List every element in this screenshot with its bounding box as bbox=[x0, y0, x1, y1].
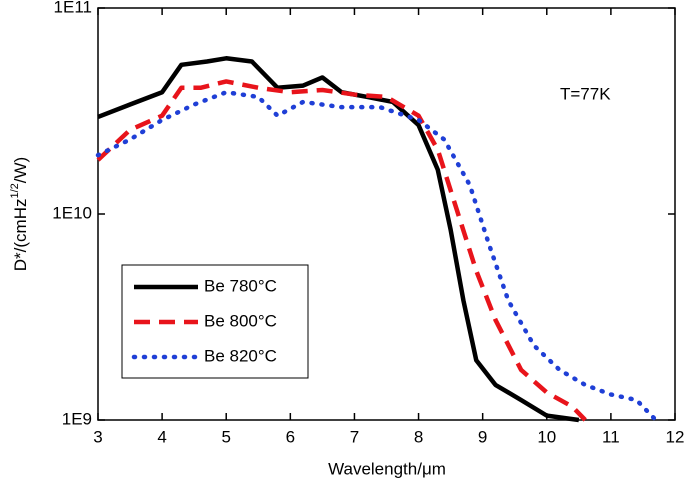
y-tick-label: 1E11 bbox=[54, 0, 92, 16]
legend-box bbox=[121, 264, 309, 379]
annotation: T=77K bbox=[560, 84, 611, 103]
x-axis-label: Wavelength/μm bbox=[328, 459, 446, 478]
x-tick-label: 12 bbox=[666, 427, 685, 446]
x-tick-label: 7 bbox=[350, 427, 359, 446]
legend-label: Be 800°C bbox=[204, 311, 277, 330]
y-label-part: /W) bbox=[11, 157, 30, 183]
legend-label: Be 820°C bbox=[204, 346, 277, 365]
y-axis-label: D*/(cmHz1/2/W) bbox=[9, 157, 31, 271]
x-tick-label: 9 bbox=[478, 427, 487, 446]
x-tick-label: 3 bbox=[93, 427, 102, 446]
series-line bbox=[96, 79, 587, 422]
y-label-sup: 1/2 bbox=[9, 183, 21, 198]
x-tick-label: 8 bbox=[414, 427, 423, 446]
x-tick-label: 11 bbox=[602, 427, 620, 446]
y-tick-label: 1E9 bbox=[62, 409, 92, 428]
series-line bbox=[95, 89, 659, 423]
x-tick-label: 10 bbox=[537, 427, 556, 446]
y-tick-label: 1E10 bbox=[52, 203, 92, 222]
x-tick-label: 4 bbox=[157, 427, 166, 446]
x-tick-label: 5 bbox=[221, 427, 230, 446]
x-tick-label: 6 bbox=[286, 427, 295, 446]
y-label-part: D*/(cmHz bbox=[11, 199, 30, 272]
legend-label: Be 780°C bbox=[204, 276, 277, 295]
